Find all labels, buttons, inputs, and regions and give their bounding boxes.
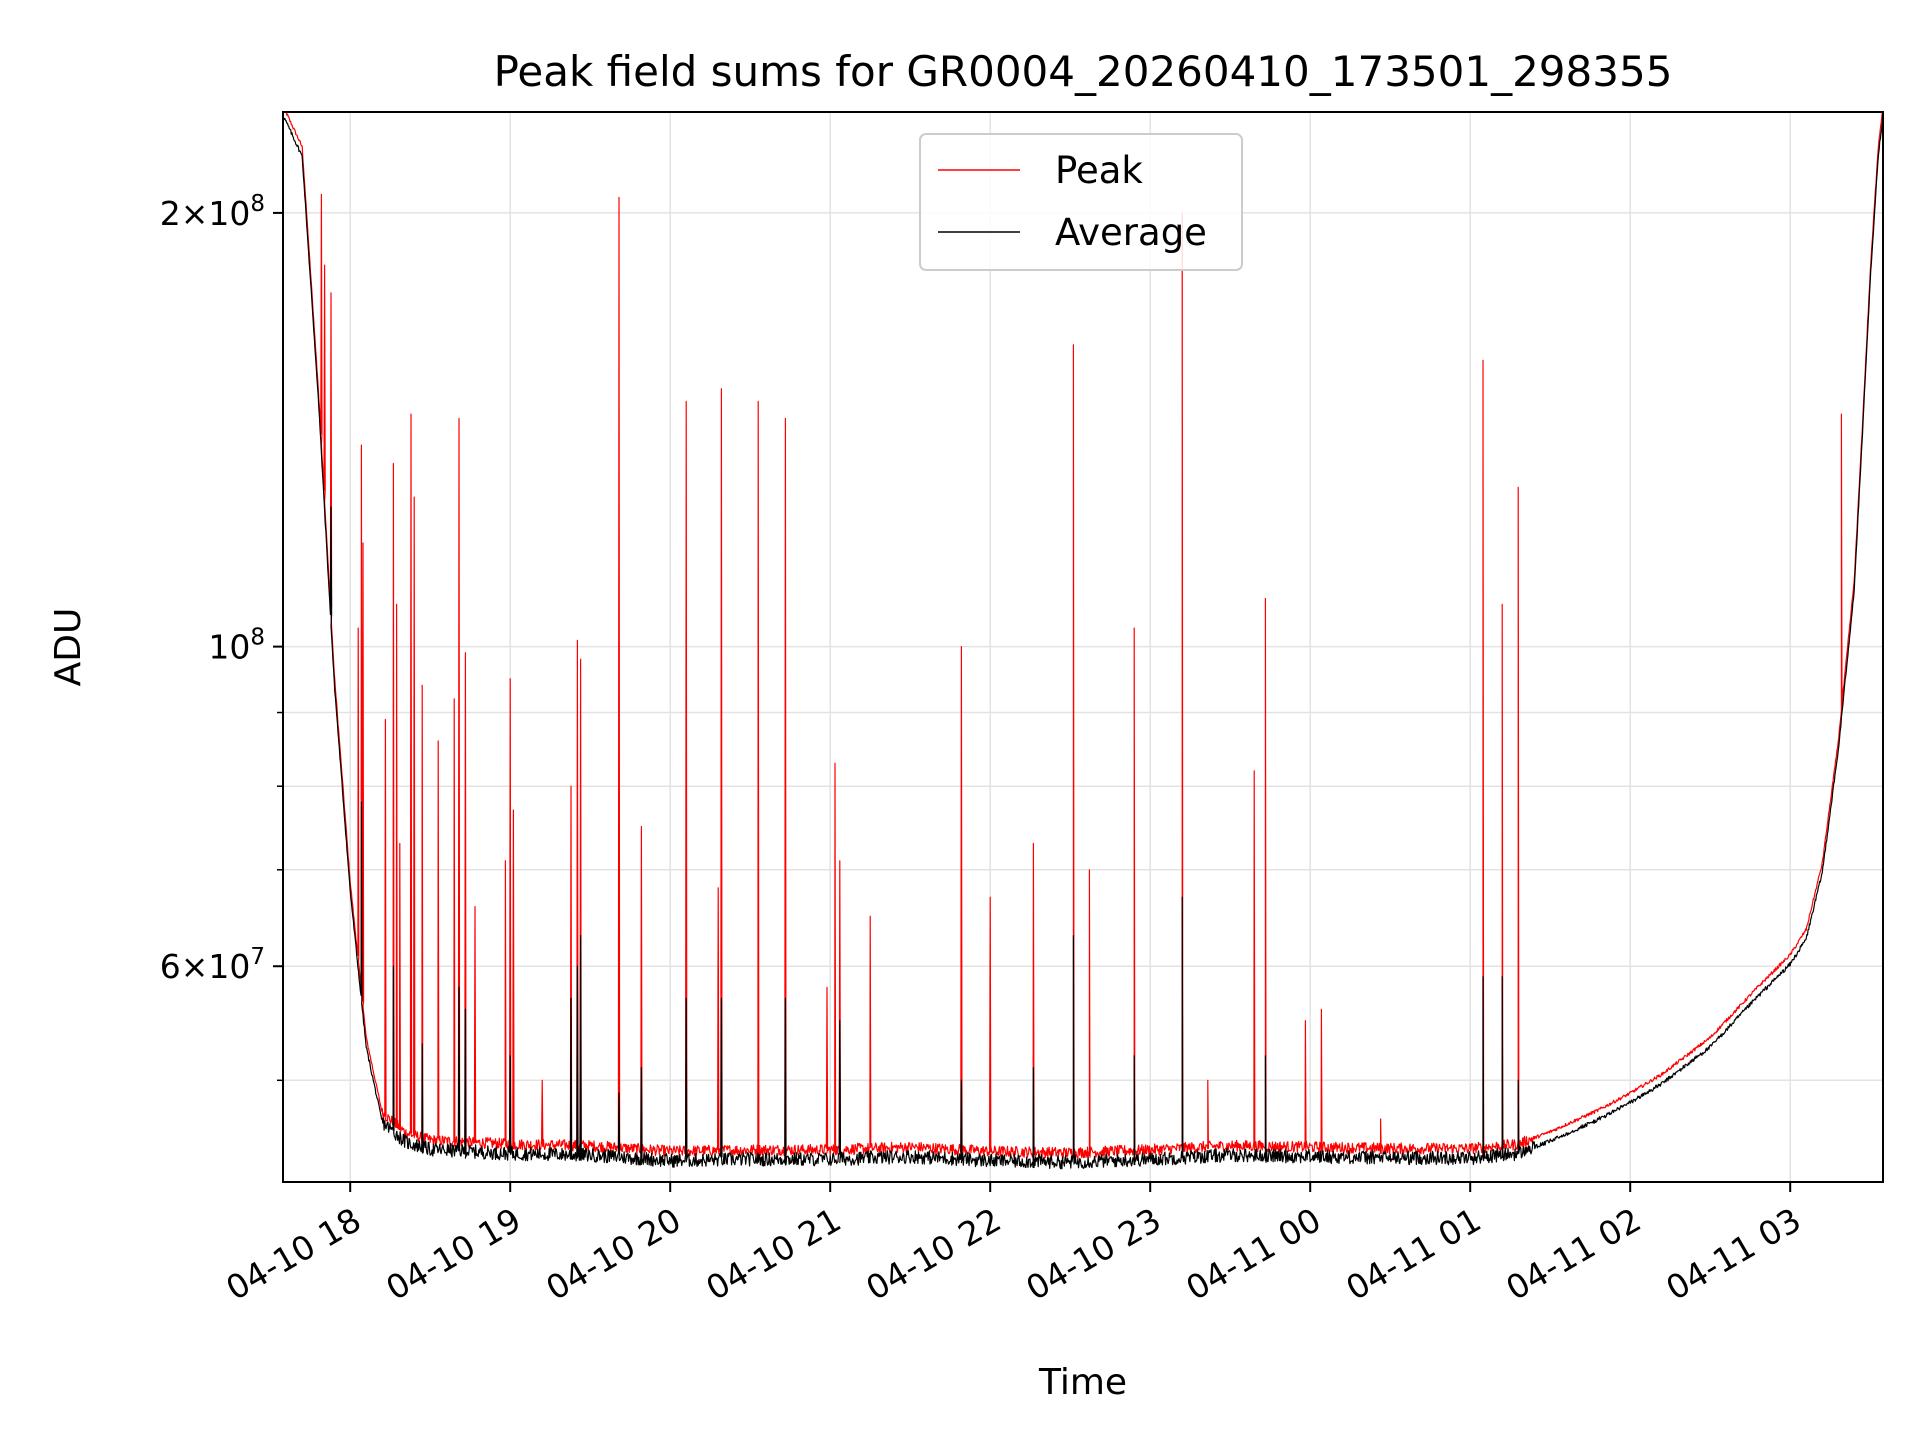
legend-average-label: Average [1055, 211, 1207, 254]
legend[interactable]: Peak Average [919, 133, 1243, 271]
legend-box [919, 133, 1243, 271]
y-tick-exponent: 8 [250, 191, 265, 217]
y-tick-mantissa: 6 [160, 947, 181, 986]
y-tick-label: 108 [208, 625, 265, 667]
y-axis-label: ADU [48, 608, 89, 687]
y-tick-base: 10 [208, 628, 250, 667]
y-tick-label: 6×107 [160, 944, 265, 986]
y-tick-times: × [181, 194, 209, 233]
y-tick-exponent: 7 [250, 944, 265, 970]
y-tick-base: 10 [208, 947, 250, 986]
y-tick-mantissa: 2 [160, 194, 181, 233]
chart-title: Peak field sums for GR0004_20260410_1735… [494, 47, 1673, 96]
y-tick-exponent: 8 [250, 625, 265, 651]
plot-series [283, 112, 1883, 1170]
legend-peak-label: Peak [1055, 149, 1143, 192]
y-tick-base: 10 [208, 194, 250, 233]
series-line-peak [285, 112, 1883, 1159]
y-tick-label: 2×108 [160, 191, 265, 233]
x-axis-label: Time [1038, 1362, 1127, 1403]
y-tick-times: × [181, 947, 209, 986]
series-line-average [283, 114, 1883, 1170]
